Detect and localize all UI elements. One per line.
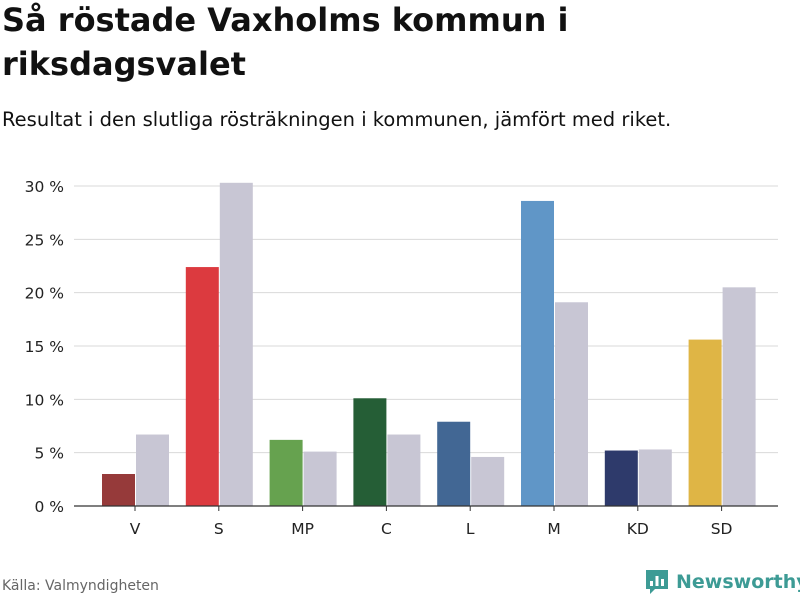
bar-kommun-sd <box>688 339 722 506</box>
y-tick-label: 20 % <box>25 285 64 303</box>
y-tick-label: 15 % <box>25 338 64 356</box>
x-tick-label: S <box>214 520 224 538</box>
chart-title: Så röstade Vaxholms kommun i riksdagsval… <box>2 1 569 83</box>
bar-kommun-c <box>353 398 387 506</box>
x-axis-ticks: V S MP C L M KD SD <box>130 506 733 538</box>
bar-kommun-m <box>521 200 554 506</box>
x-tick-label: SD <box>711 520 733 538</box>
brand-logo: Newsworthy <box>644 568 800 596</box>
bar-riket-m <box>555 302 588 506</box>
y-tick-label: 25 % <box>25 231 64 249</box>
bar-riket-l <box>471 456 505 506</box>
bar-kommun-kd <box>604 450 638 506</box>
bar-riket-sd <box>722 287 756 506</box>
y-tick-label: 10 % <box>25 391 64 409</box>
x-tick-label: M <box>547 520 560 538</box>
y-tick-label: 5 % <box>34 445 64 463</box>
newsworthy-logo-icon <box>646 570 668 594</box>
bar-riket-kd <box>638 449 672 506</box>
bar-riket-mp <box>303 451 337 506</box>
y-axis-ticks: 0 % 5 % 10 % 15 % 20 % 25 % 30 % <box>25 178 64 516</box>
bar-riket-s <box>219 182 253 507</box>
y-tick-label: 0 % <box>34 498 64 516</box>
chart-subtitle: Resultat i den slutliga rösträkningen i … <box>2 108 672 131</box>
x-tick-label: L <box>466 520 475 538</box>
x-tick-label: KD <box>627 520 649 538</box>
bar-kommun-l <box>437 421 471 506</box>
bars <box>102 182 756 507</box>
bar-kommun-s <box>185 267 219 506</box>
bar-kommun-mp <box>269 439 303 506</box>
x-tick-label: V <box>130 520 141 538</box>
bar-riket-v <box>136 434 169 506</box>
x-tick-label: C <box>381 520 392 538</box>
brand-name: Newsworthy <box>676 571 800 593</box>
x-tick-label: MP <box>291 520 314 538</box>
bar-riket-c <box>387 434 421 506</box>
y-tick-label: 30 % <box>25 178 64 196</box>
gridlines <box>74 185 778 454</box>
bar-kommun-v <box>102 474 135 506</box>
source-note: Källa: Valmyndigheten <box>2 578 159 594</box>
